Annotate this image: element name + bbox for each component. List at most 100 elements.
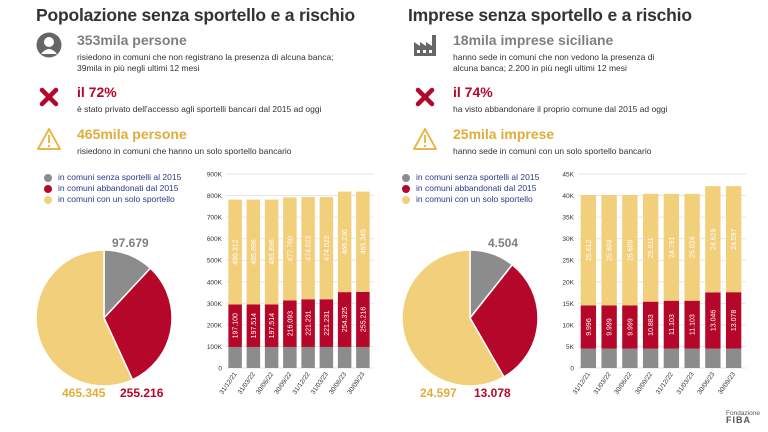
bar-segment bbox=[725, 348, 742, 368]
business-panel: Imprese senza sportello e a rischio 18mi… bbox=[384, 0, 768, 432]
pie-label-no-branch: 4.504 bbox=[488, 236, 519, 250]
y-tick-label: 300K bbox=[207, 301, 223, 308]
bar-segment bbox=[319, 197, 334, 300]
bar-data-label: 24.597 bbox=[731, 228, 738, 250]
warning-icon bbox=[413, 128, 437, 150]
stat-single-branch-value: 465mila persone bbox=[77, 126, 187, 142]
bar-segment bbox=[264, 346, 279, 368]
pie-slice-single-branch bbox=[35, 249, 134, 387]
stat-business-single-branch-value: 25mila imprese bbox=[453, 126, 555, 142]
y-tick-label: 10K bbox=[562, 322, 574, 329]
y-tick-label: 15K bbox=[562, 301, 574, 308]
y-tick-label: 0 bbox=[218, 366, 222, 373]
bar-segment bbox=[642, 193, 659, 302]
bar-data-label: 24.791 bbox=[669, 236, 676, 258]
bar-segment bbox=[725, 292, 742, 349]
bar-segment bbox=[356, 291, 370, 347]
bar-segment bbox=[622, 348, 638, 368]
bar-data-label: 25.612 bbox=[586, 239, 593, 261]
bar-data-label: 221.231 bbox=[306, 310, 313, 335]
pie-label-no-branch: 97.679 bbox=[112, 236, 149, 250]
bar-segment bbox=[684, 193, 700, 301]
bar-segment bbox=[580, 348, 597, 368]
bar-segment bbox=[684, 348, 700, 368]
y-tick-label: 30K bbox=[562, 236, 574, 243]
y-tick-label: 35K bbox=[562, 215, 574, 222]
pie-slice-abandoned bbox=[103, 267, 173, 381]
bar-data-label: 197.514 bbox=[251, 313, 258, 338]
bar-segment bbox=[705, 292, 721, 349]
stat-businesses-value: 18mila imprese siciliane bbox=[453, 32, 614, 48]
bar-data-label: 486.312 bbox=[233, 239, 240, 264]
bar-segment bbox=[264, 304, 279, 347]
y-tick-label: 100K bbox=[207, 344, 223, 351]
bar-segment bbox=[264, 199, 279, 305]
bar-data-label: 197.100 bbox=[233, 313, 240, 338]
bar-segment bbox=[228, 304, 242, 347]
bar-data-label: 24.629 bbox=[710, 228, 717, 250]
business-bar-chart: 0 5K 10K 15K 20K 25K 30K 35K 40K 45K 9.996 25.612 31… bbox=[562, 172, 746, 396]
bar-segment bbox=[663, 193, 680, 301]
y-tick-label: 0 bbox=[570, 366, 574, 373]
bar-segment bbox=[601, 195, 617, 306]
y-tick-label: 500K bbox=[207, 258, 223, 265]
bar-segment bbox=[283, 197, 297, 301]
bar-data-label: 254.325 bbox=[342, 307, 349, 332]
fiba-logo: Fondazione FIBA bbox=[726, 410, 760, 425]
population-title: Popolazione senza sportello e a rischio bbox=[36, 5, 355, 25]
bar-data-label: 9.996 bbox=[586, 318, 593, 336]
bar-segment bbox=[301, 197, 315, 300]
bar-data-label: 216.093 bbox=[287, 311, 294, 336]
pie-slice-single-branch bbox=[401, 249, 505, 387]
bar-segment bbox=[337, 191, 352, 293]
stat-single-branch-desc: risiedono in comuni che hanno un solo sp… bbox=[77, 146, 292, 156]
bar-data-label: 485.896 bbox=[269, 239, 276, 264]
bar-data-label: 9.999 bbox=[627, 318, 634, 336]
bar-data-label: 25.024 bbox=[690, 236, 697, 258]
x-tick-label: 30/09/23 bbox=[346, 371, 366, 396]
stat-persons-value: 353mila persone bbox=[77, 32, 187, 48]
business-pie-chart bbox=[401, 249, 539, 387]
x-tick-label: 31/12/21 bbox=[572, 371, 592, 396]
x-tick-label: 31/12/22 bbox=[655, 371, 675, 396]
x-tick-label: 30/09/22 bbox=[634, 371, 654, 396]
stat-business-percent-desc: ha visto abbandonare il proprio comune d… bbox=[453, 104, 668, 114]
x-tick-label: 30/06/22 bbox=[613, 371, 633, 396]
cross-icon bbox=[415, 87, 435, 107]
bar-segment bbox=[580, 305, 597, 349]
bar-data-label: 255.216 bbox=[360, 307, 367, 332]
bar-segment bbox=[642, 348, 659, 368]
y-tick-label: 700K bbox=[207, 215, 223, 222]
bar-segment bbox=[622, 195, 638, 306]
bar-data-label: 221.231 bbox=[324, 310, 331, 335]
pie-label-abandoned: 13.078 bbox=[474, 386, 511, 400]
bar-data-label: 197.514 bbox=[269, 313, 276, 338]
bar-data-label: 25.609 bbox=[607, 239, 614, 261]
bar-segment bbox=[301, 299, 315, 347]
cross-icon bbox=[39, 87, 59, 107]
y-tick-label: 200K bbox=[207, 322, 223, 329]
y-tick-label: 400K bbox=[207, 279, 223, 286]
bar-data-label: 11.103 bbox=[690, 314, 697, 335]
y-tick-label: 40K bbox=[562, 193, 574, 200]
bar-segment bbox=[622, 305, 638, 349]
bar-segment bbox=[228, 199, 242, 305]
bar-segment bbox=[684, 300, 700, 349]
bar-data-label: 13.046 bbox=[710, 310, 717, 332]
stat-business-percent-value: il 74% bbox=[453, 84, 493, 100]
stat-percent-desc: è stato privato dell'accesso agli sporte… bbox=[77, 104, 322, 114]
bar-data-label: 465.345 bbox=[360, 229, 367, 254]
bar-segment bbox=[705, 348, 721, 368]
bar-data-label: 25.011 bbox=[648, 237, 655, 258]
bar-segment bbox=[246, 346, 261, 368]
bar-segment bbox=[356, 191, 370, 292]
bar-segment bbox=[319, 299, 334, 347]
bar-data-label: 25.609 bbox=[627, 239, 634, 261]
bar-segment bbox=[580, 195, 597, 306]
stat-persons-desc: risiedono in comuni che non registrano l… bbox=[77, 52, 334, 73]
bar-segment bbox=[663, 348, 680, 368]
bar-segment bbox=[705, 186, 721, 293]
bar-segment bbox=[319, 346, 334, 368]
y-tick-label: 5K bbox=[566, 344, 575, 351]
person-icon bbox=[36, 32, 62, 58]
